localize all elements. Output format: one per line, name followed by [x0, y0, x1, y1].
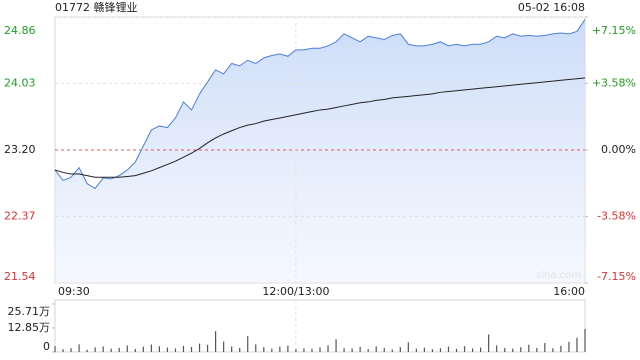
- y2-tick-label: -3.58%: [597, 210, 636, 223]
- y2-tick-label: 0.00%: [601, 143, 636, 156]
- y-tick-label: 21.54: [4, 270, 36, 283]
- x-tick-label: 12:00/13:00: [262, 285, 329, 298]
- y-tick-label: 24.86: [4, 24, 36, 37]
- y2-tick-label: +3.58%: [592, 76, 636, 89]
- volume-tick-label: 0: [43, 340, 50, 353]
- price-area: [55, 19, 585, 283]
- timestamp: 05-02 16:08: [518, 1, 585, 14]
- y-tick-label: 23.20: [4, 143, 36, 156]
- y2-tick-label: -7.15%: [597, 270, 636, 283]
- y-tick-label: 22.37: [4, 210, 36, 223]
- stock-title: 01772 赣锋锂业: [55, 0, 138, 14]
- volume-frame: [54, 299, 586, 353]
- x-tick-label: 16:00: [553, 285, 585, 298]
- average-line: [54, 77, 586, 178]
- y-tick-label: 24.03: [4, 77, 36, 90]
- x-tick-label: 09:30: [58, 285, 90, 298]
- y2-tick-label: +7.15%: [592, 24, 636, 37]
- volume-tick-label: 25.71万: [8, 305, 51, 318]
- volume-tick-label: 12.85万: [8, 321, 51, 334]
- price-line: [54, 19, 586, 190]
